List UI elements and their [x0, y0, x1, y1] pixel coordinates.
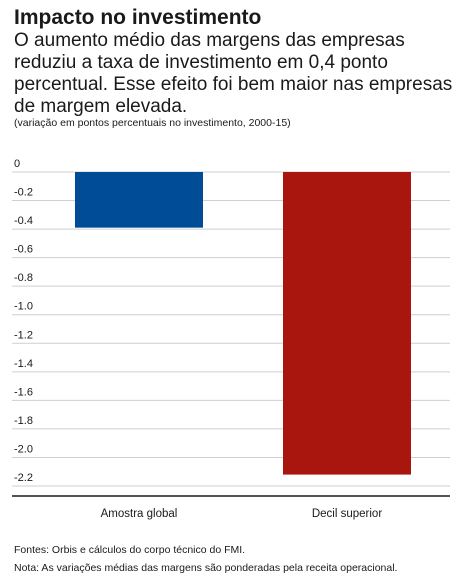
bars — [75, 172, 411, 475]
note-footnote: Nota: As variações médias das margens sã… — [14, 562, 398, 574]
y-tick-label: -1.4 — [14, 358, 33, 370]
y-tick-label: -1.8 — [14, 415, 33, 427]
x-category-label: Decil superior — [312, 508, 382, 520]
y-tick-label: -2.0 — [14, 443, 33, 455]
bar-chart: 0 -0.2 -0.4 -0.6 -0.8 -1.0 -1.2 -1.4 -1.6 -1.8 -2.… — [12, 158, 450, 520]
y-tick-label: -1.6 — [14, 386, 33, 398]
chart-subtitle: O aumento médio das margens das empresas… — [14, 30, 453, 117]
y-tick-label: -1.0 — [14, 301, 33, 313]
y-tick-label: -0.4 — [14, 215, 33, 227]
y-tick-label: -1.2 — [14, 329, 33, 341]
sources-footnote: Fontes: Orbis e cálculos do corpo técnic… — [14, 544, 246, 556]
y-tick-label: -2.2 — [14, 472, 33, 484]
y-tick-label: 0 — [14, 158, 20, 170]
bar-decil-superior — [283, 172, 411, 475]
x-axis-categories: Amostra global Decil superior — [101, 508, 383, 520]
chart-units-note: (variação em pontos percentuais no inves… — [14, 117, 291, 129]
y-tick-label: -0.8 — [14, 272, 33, 284]
y-axis-ticks: 0 -0.2 -0.4 -0.6 -0.8 -1.0 -1.2 -1.4 -1.6 -1.8 -2.… — [14, 158, 33, 484]
bar-amostra-global — [75, 172, 203, 228]
x-category-label: Amostra global — [101, 508, 178, 520]
y-tick-label: -0.6 — [14, 244, 33, 256]
chart-title: Impacto no investimento — [14, 6, 262, 29]
y-tick-label: -0.2 — [14, 187, 33, 199]
